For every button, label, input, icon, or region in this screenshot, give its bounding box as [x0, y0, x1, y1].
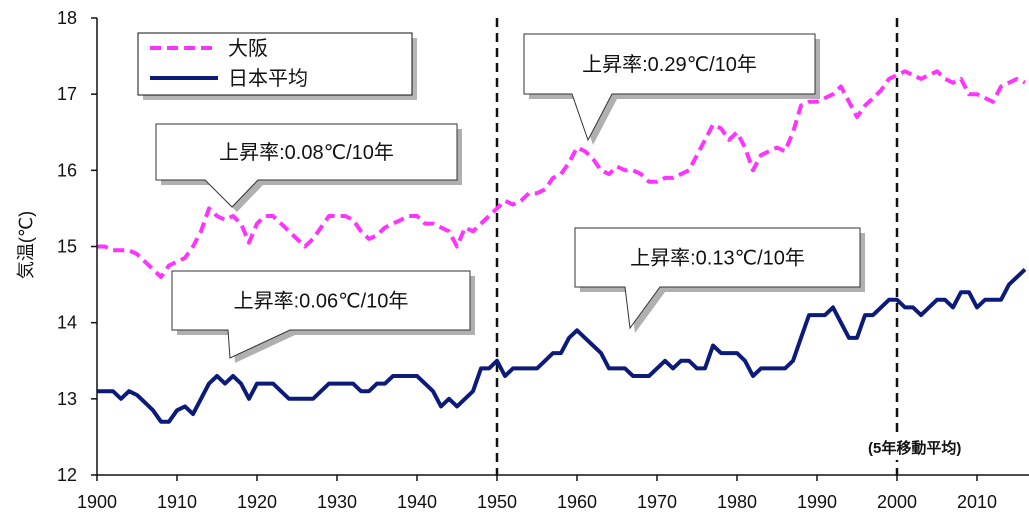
callout-box [574, 227, 861, 330]
legend-label-1: 日本平均 [228, 67, 308, 90]
y-tick-label: 18 [57, 8, 77, 28]
y-tick-label: 14 [57, 313, 77, 333]
y-tick-label: 12 [57, 465, 77, 485]
x-tick-label: 2010 [957, 492, 997, 512]
y-tick-label: 15 [57, 237, 77, 257]
x-tick-label: 1950 [477, 492, 517, 512]
callout-box [155, 123, 458, 208]
rate-callout-1: 上昇率:0.29℃/10年 [523, 33, 820, 145]
x-tick-label: 1960 [557, 492, 597, 512]
x-tick-label: 2000 [877, 492, 917, 512]
callout-text: 上昇率:0.13℃/10年 [630, 247, 805, 270]
y-tick-label: 13 [57, 389, 77, 409]
rate-callout-2: 上昇率:0.06℃/10年 [171, 270, 475, 363]
x-tick-label: 1910 [157, 492, 197, 512]
y-tick-label: 17 [57, 84, 77, 104]
legend-label-0: 大阪 [228, 37, 268, 60]
rate-callout-0: 上昇率:0.08℃/10年 [155, 123, 462, 212]
x-tick-label: 1980 [717, 492, 757, 512]
x-tick-label: 1970 [637, 492, 677, 512]
series-line-0 [97, 69, 1026, 279]
y-tick-label: 16 [57, 160, 77, 180]
x-tick-label: 1990 [797, 492, 837, 512]
x-tick-label: 1920 [237, 492, 277, 512]
series-line-1 [97, 267, 1027, 424]
x-tick-label: 1940 [397, 492, 437, 512]
legend-box [137, 32, 413, 96]
moving-average-note: (5年移動平均) [868, 439, 961, 457]
callout-text: 上昇率:0.29℃/10年 [582, 53, 757, 76]
callout-box [171, 270, 471, 359]
callout-text: 上昇率:0.08℃/10年 [219, 141, 394, 164]
y-axis-title: 気温(℃) [16, 211, 36, 279]
rate-callout-3: 上昇率:0.13℃/10年 [574, 227, 865, 333]
callout-text: 上昇率:0.06℃/10年 [234, 290, 409, 313]
x-tick-label: 1900 [77, 492, 117, 512]
x-tick-label: 1930 [317, 492, 357, 512]
note-background [864, 436, 1016, 460]
callout-box [523, 33, 816, 142]
